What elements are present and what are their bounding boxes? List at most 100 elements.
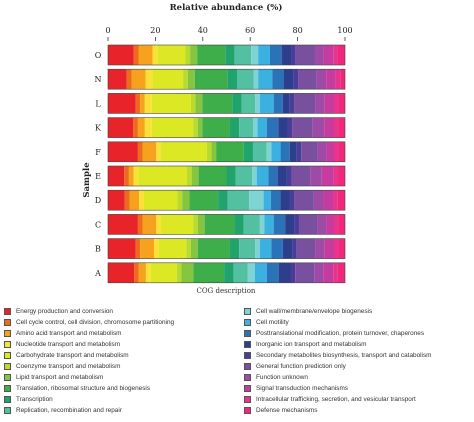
bar-segment xyxy=(144,93,152,114)
bar-segment xyxy=(285,214,295,235)
legend-label: Defense mechanisms xyxy=(256,407,318,414)
bar-segment xyxy=(140,238,155,259)
bar-segment xyxy=(135,93,141,114)
bar-segment xyxy=(333,117,339,138)
bar-segment xyxy=(137,214,143,235)
bar-segment xyxy=(108,262,135,283)
legend-label: Carbohydrate transport and metabolism xyxy=(16,352,129,359)
bar-segment xyxy=(191,166,199,186)
bar-segment xyxy=(140,93,145,114)
bar-segment xyxy=(258,69,273,90)
bar-segment xyxy=(187,69,195,90)
bar-segment xyxy=(333,166,339,186)
bar-segment xyxy=(124,190,130,211)
bar-segment xyxy=(152,45,158,65)
bar-segment xyxy=(333,238,339,259)
bar-segment xyxy=(266,141,272,162)
legend-swatch xyxy=(244,374,251,381)
bar-segment xyxy=(126,69,132,90)
legend-swatch xyxy=(244,352,251,359)
bar-segment xyxy=(280,190,290,211)
legend-swatch xyxy=(4,396,11,403)
bar-segment xyxy=(333,262,338,283)
bar-segment xyxy=(237,69,254,90)
bar-segment xyxy=(278,117,288,138)
bar-segment xyxy=(296,141,302,162)
bar-segment xyxy=(295,45,315,65)
x-axis-title: COG description xyxy=(197,287,256,295)
legend-label: Transcription xyxy=(16,396,53,403)
bar-segment xyxy=(211,141,217,162)
bar-segment xyxy=(333,45,338,65)
legend-swatch xyxy=(4,330,11,337)
bar-segment xyxy=(124,166,129,186)
bar-segment xyxy=(128,166,134,186)
bar-segment xyxy=(108,238,136,259)
x-tick-label: 60 xyxy=(245,26,255,35)
bar-segment xyxy=(193,117,198,138)
bar-segment xyxy=(252,117,258,138)
bar-segment xyxy=(295,262,315,283)
bar-outline xyxy=(107,68,346,90)
bar-segment xyxy=(314,45,324,65)
bar-segment xyxy=(198,166,227,186)
bar-segment xyxy=(315,238,325,259)
bar-segment xyxy=(269,45,282,65)
legend-label: Energy production and conversion xyxy=(16,308,113,315)
y-tick-label: O xyxy=(95,51,102,60)
bar-segment xyxy=(150,262,177,283)
legend: Energy production and conversion Cell cyc… xyxy=(4,306,470,422)
bar-segment xyxy=(290,262,296,283)
bar-segment xyxy=(315,93,325,114)
bar-segment xyxy=(294,190,314,211)
bar-segment xyxy=(310,166,322,186)
bar-segment xyxy=(271,238,283,259)
x-tick-label: 80 xyxy=(293,26,303,35)
bar-segment xyxy=(317,141,327,162)
bar-segment xyxy=(190,93,196,114)
bar-segment xyxy=(202,117,230,138)
bar-segment xyxy=(234,214,244,235)
bar-segment xyxy=(154,238,159,259)
legend-swatch xyxy=(4,374,11,381)
bar-segment xyxy=(266,262,279,283)
bar-segment xyxy=(280,141,290,162)
x-tick-label: 100 xyxy=(337,26,352,35)
bar-segment xyxy=(324,93,334,114)
bar-segment xyxy=(158,238,187,259)
bar-segment xyxy=(145,262,151,283)
bar-segment xyxy=(160,141,207,162)
bar-segment xyxy=(160,214,194,235)
bar-segment xyxy=(313,190,324,211)
legend-label: Posttranslational modification, protein … xyxy=(256,330,425,337)
bar-segment xyxy=(225,45,235,65)
bar-segment xyxy=(137,141,143,162)
bar-segment xyxy=(108,214,138,235)
bar-outline xyxy=(107,117,346,138)
bar-segment xyxy=(156,141,161,162)
bar-segment xyxy=(182,190,190,211)
bar-segment xyxy=(333,214,339,235)
legend-swatch xyxy=(4,385,11,392)
bar-outline xyxy=(107,238,346,259)
bar-segment xyxy=(157,45,186,65)
bar-segment xyxy=(206,141,212,162)
chart-title: Relative abundance (%) xyxy=(170,2,283,13)
bar-segment xyxy=(333,93,339,114)
legend-swatch xyxy=(4,341,11,348)
bar-segment xyxy=(264,214,274,235)
bar-segment xyxy=(253,69,259,90)
bar-segment xyxy=(289,141,297,162)
bar-segment xyxy=(235,166,253,186)
legend-swatch xyxy=(4,308,11,315)
bar-segment xyxy=(273,93,283,114)
legend-label: Translation, ribosomal structure and bio… xyxy=(16,385,151,392)
bar-segment xyxy=(292,117,313,138)
bar-segment xyxy=(323,262,334,283)
bar-segment xyxy=(133,117,138,138)
legend-swatch xyxy=(244,341,251,348)
bar-segment xyxy=(286,166,292,186)
bar-segment xyxy=(323,45,334,65)
bar-segment xyxy=(317,214,327,235)
bar-segment xyxy=(337,190,345,211)
